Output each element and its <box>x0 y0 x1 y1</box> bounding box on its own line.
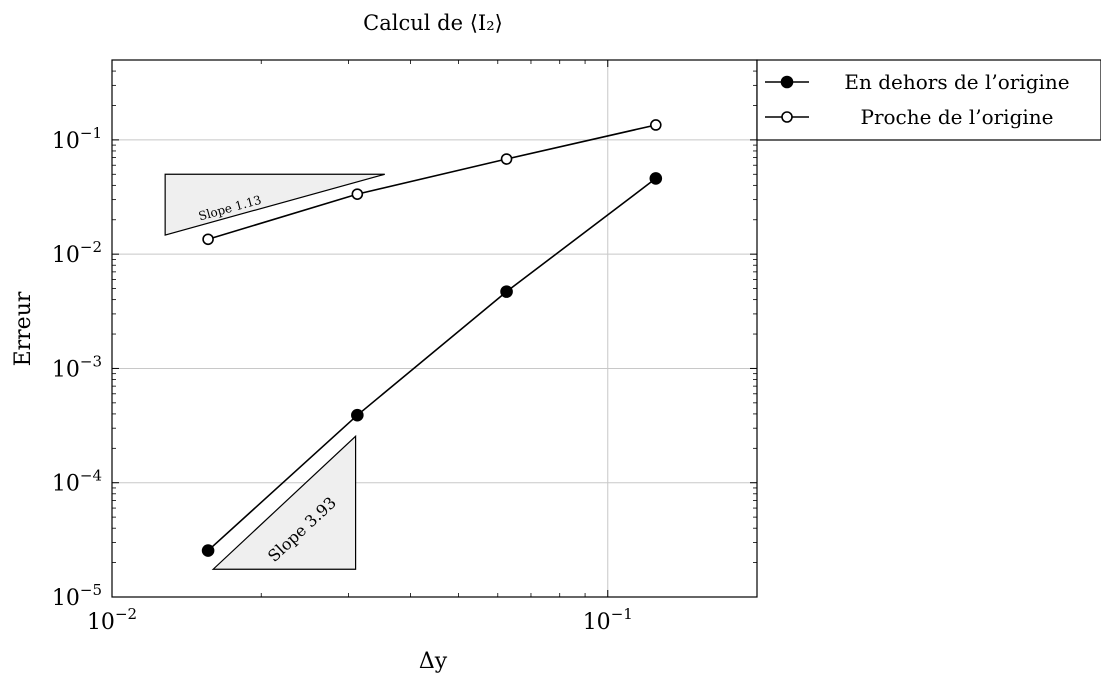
y-tick-label: 10−5 <box>52 581 102 611</box>
minor-ticks <box>112 60 757 597</box>
tick-labels: 10−2 10−1 10−5 10−4 10−3 10−2 10−1 <box>52 124 633 635</box>
y-tick-label: 10−2 <box>52 238 102 268</box>
x-tick-label: 10−1 <box>583 605 633 635</box>
x-axis-label: Δy <box>419 649 448 674</box>
legend-label: Proche de l’origine <box>861 105 1054 129</box>
data-point <box>649 172 663 185</box>
data-point <box>202 233 214 246</box>
legend-marker <box>781 111 793 123</box>
data-point <box>201 544 215 557</box>
legend-marker <box>780 75 794 89</box>
data-point <box>650 119 662 131</box>
legend-box <box>756 59 1101 141</box>
series <box>201 119 663 557</box>
y-tick-label: 10−1 <box>52 124 102 154</box>
chart-title: Calcul de ⟨I₂⟩ <box>363 11 503 35</box>
plot-frame <box>111 59 758 598</box>
data-point <box>500 153 513 165</box>
slope-triangle <box>211 434 357 570</box>
x-tick-label: 10−2 <box>87 605 137 635</box>
slope-triangle <box>164 173 385 236</box>
series-line-1 <box>207 177 657 552</box>
legend: En dehors de l’origine Proche de l’origin… <box>756 59 1101 141</box>
major-ticks <box>111 60 757 598</box>
legend-label: En dehors de l’origine <box>844 70 1069 94</box>
y-tick-label: 10−3 <box>52 352 102 382</box>
data-point <box>351 188 364 200</box>
data-point <box>351 408 364 422</box>
data-point <box>500 285 513 298</box>
y-tick-label: 10−4 <box>52 467 102 497</box>
grid <box>111 60 757 598</box>
series-line-2 <box>207 124 656 241</box>
y-axis-label: Erreur <box>11 291 36 366</box>
